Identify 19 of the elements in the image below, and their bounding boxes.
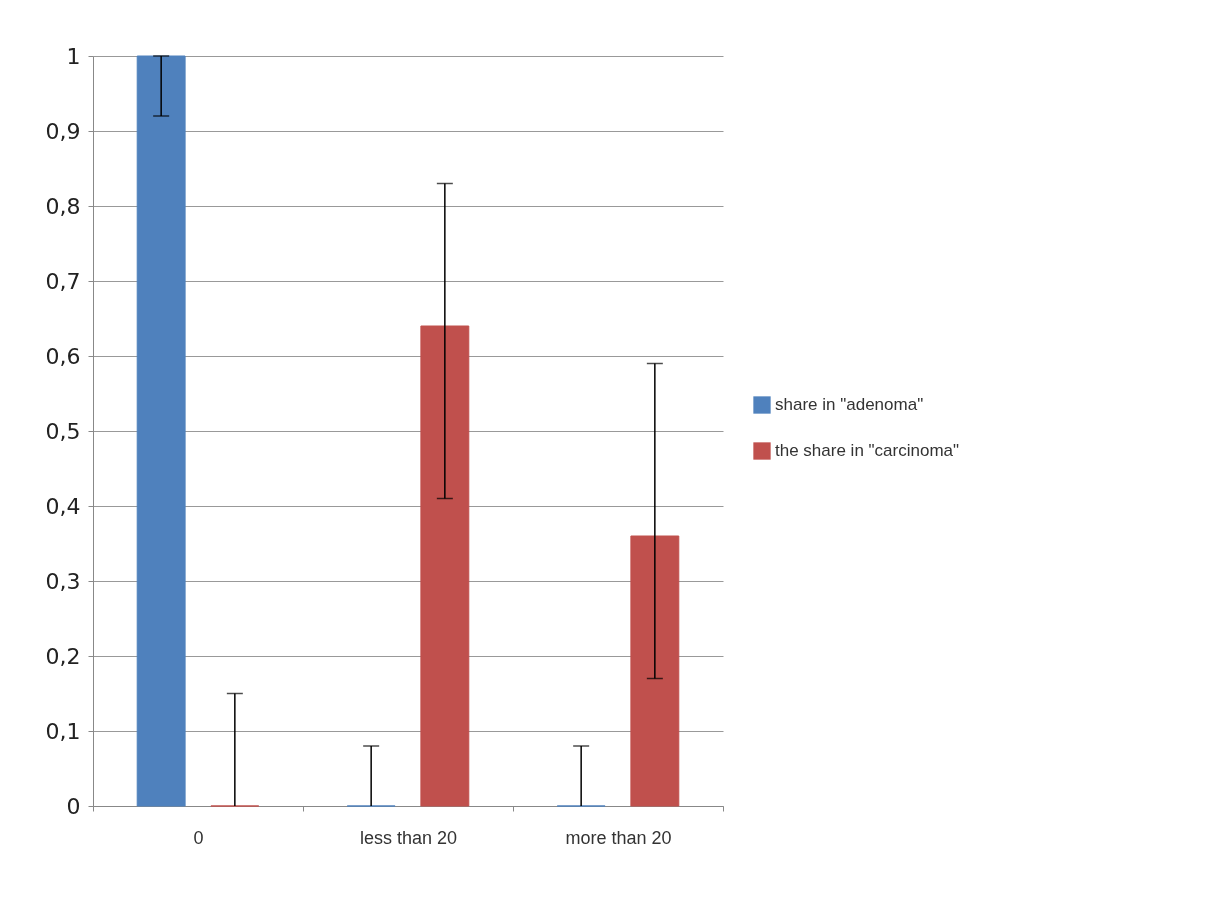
y-tick-label: 0,4 xyxy=(45,493,81,519)
y-tick-label: 0 xyxy=(66,793,81,819)
y-tick-label: 0,8 xyxy=(45,193,81,219)
y-tick-label: 1 xyxy=(66,43,81,69)
bar xyxy=(136,55,186,807)
bar xyxy=(630,535,680,807)
y-tick-label: 0,9 xyxy=(45,118,81,144)
legend-label: the share in "carcinoma" xyxy=(775,441,960,460)
y-tick-label: 0,1 xyxy=(45,718,81,744)
y-tick-label: 0,5 xyxy=(45,418,81,444)
bar xyxy=(420,325,470,807)
x-tick-label: 0 xyxy=(193,827,204,848)
x-tick-label: less than 20 xyxy=(359,827,458,848)
legend-label: share in "adenoma" xyxy=(775,395,924,414)
x-tick-label: more than 20 xyxy=(565,827,672,848)
y-tick-label: 0,3 xyxy=(45,568,81,594)
y-tick-label: 0,7 xyxy=(45,268,81,294)
y-tick-label: 0,6 xyxy=(45,343,81,369)
y-tick-label: 0,2 xyxy=(45,643,81,669)
